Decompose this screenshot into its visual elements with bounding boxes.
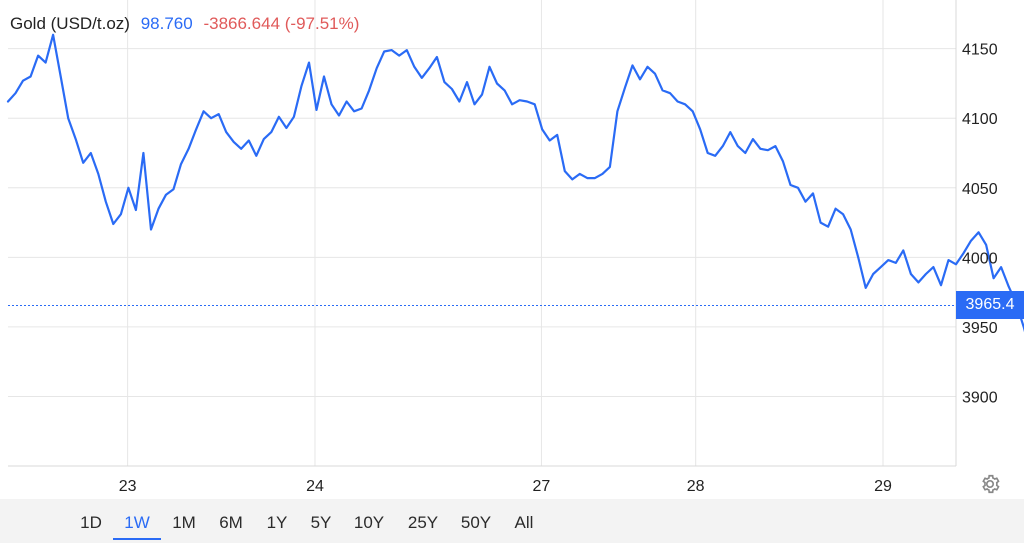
series-layer [6,33,1024,333]
y-tick-label: 4050 [962,181,998,198]
instrument-name: Gold (USD/t.oz) [10,14,130,33]
gear-icon[interactable] [979,473,1001,495]
range-button-5y[interactable]: 5Y [310,513,332,532]
range-button-1w[interactable]: 1W [124,513,150,532]
range-button-all[interactable]: All [514,513,534,532]
x-tick-label: 29 [874,478,892,495]
x-tick-label: 23 [119,478,137,495]
range-toolbar: 1D 1W 1M 6M 1Y 5Y 10Y 25Y 50Y All [0,499,1024,543]
range-button-10y[interactable]: 10Y [353,513,385,532]
chart-header: Gold (USD/t.oz) 98.760 -3866.644 (-97.51… [10,14,359,34]
y-tick-label: 3900 [962,389,998,406]
y-tick-label: 4100 [962,111,998,128]
y-tick-label: 4000 [962,250,998,267]
price-series-line [6,33,1024,333]
range-button-1d[interactable]: 1D [80,513,102,532]
range-button-25y[interactable]: 25Y [407,513,439,532]
range-button-6m[interactable]: 6M [219,513,243,532]
price-change: -3866.644 (-97.51%) [203,14,360,33]
active-range-underline [113,538,161,540]
grid-layer [8,0,956,466]
range-button-1m[interactable]: 1M [172,513,196,532]
x-tick-label: 28 [687,478,705,495]
axis-layer [8,0,957,467]
range-button-1y[interactable]: 1Y [266,513,288,532]
y-tick-label: 3950 [962,320,998,337]
y-tick-label: 4150 [962,42,998,59]
current-price-tag: 3965.4 [956,291,1024,320]
x-tick-label: 24 [306,478,324,495]
label-layer: 3900 3950 4000 4050 4100 4150 23 24 27 28 29 [119,42,998,495]
range-button-50y[interactable]: 50Y [460,513,492,532]
x-tick-label: 27 [533,478,551,495]
last-price: 98.760 [140,14,193,33]
